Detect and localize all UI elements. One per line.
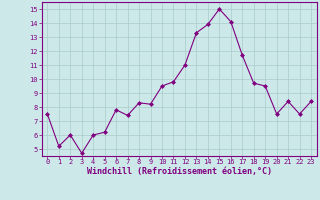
X-axis label: Windchill (Refroidissement éolien,°C): Windchill (Refroidissement éolien,°C) [87, 167, 272, 176]
